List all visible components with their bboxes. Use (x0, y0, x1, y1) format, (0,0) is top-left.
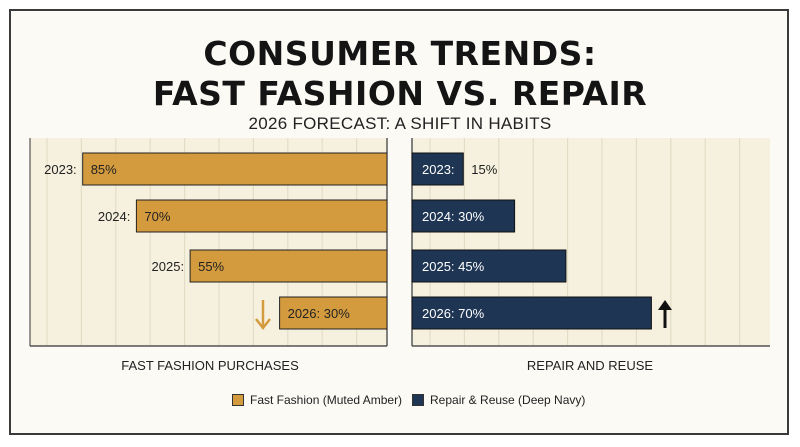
repair-bar (411, 199, 516, 233)
legend-label-repair: Repair & Reuse (Deep Navy) (430, 393, 586, 407)
repair-year-label: 2026: 70% (422, 306, 485, 321)
repair-bar (411, 249, 567, 283)
fast-fashion-bar (135, 199, 388, 233)
fast-fashion-value-label: 85% (91, 162, 117, 177)
repair-bar (411, 152, 464, 186)
repair-year-label: 2023: (422, 162, 455, 177)
fast-fashion-year-label: 2026: 30% (288, 306, 351, 321)
left-axis-title: FAST FASHION PURCHASES (121, 358, 299, 373)
repair-bar (411, 296, 652, 330)
up-arrow-icon-head (658, 300, 672, 310)
chart-subtitle: 2026 FORECAST: A SHIFT IN HABITS (248, 114, 552, 133)
repair-value-label: 15% (471, 162, 497, 177)
fast-fashion-year-label: 2025: (152, 259, 185, 274)
fast-fashion-value-label: 55% (198, 259, 224, 274)
legend-swatch-fast-fashion (232, 394, 244, 406)
down-arrow-icon-head (255, 318, 271, 331)
fast-fashion-value-label: 70% (144, 209, 170, 224)
right-axis-title: REPAIR AND REUSE (526, 358, 654, 373)
legend: Fast Fashion (Muted Amber) Repair & Reus… (0, 390, 800, 410)
repair-year-label: 2024: 30% (422, 209, 485, 224)
fast-fashion-year-label: 2023: (44, 162, 77, 177)
chart-title-line-2: FAST FASHION VS. REPAIR (152, 74, 648, 113)
repair-year-label: 2025: 45% (422, 259, 485, 274)
legend-swatch-repair (412, 394, 424, 406)
legend-label-fast-fashion: Fast Fashion (Muted Amber) (250, 393, 403, 407)
fast-fashion-year-label: 2024: (98, 209, 131, 224)
fast-fashion-bar (279, 296, 388, 330)
fast-fashion-bar (189, 249, 388, 283)
fast-fashion-bar (82, 152, 388, 186)
chart-title-line-1: CONSUMER TRENDS: (203, 34, 597, 73)
